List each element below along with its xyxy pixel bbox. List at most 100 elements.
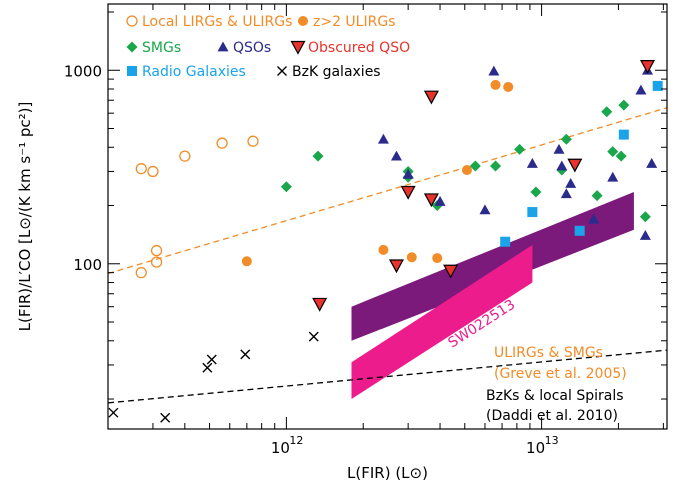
plot-frame bbox=[107, 3, 668, 430]
point-qsos bbox=[488, 65, 500, 76]
point-local-lirgs-ulirgs bbox=[247, 135, 259, 147]
point-qsos bbox=[556, 160, 568, 171]
point-local-lirgs-ulirgs bbox=[150, 256, 163, 268]
point-bzk-galaxies bbox=[240, 349, 251, 360]
point-local-lirgs-ulirgs bbox=[179, 150, 191, 162]
y-tick-label: 1000 bbox=[64, 62, 102, 80]
point-obscured-qso bbox=[388, 259, 404, 274]
fit-line-bzks-local-spirals-fit bbox=[107, 349, 668, 404]
point-obscured-qso bbox=[443, 264, 459, 279]
point-qsos bbox=[434, 195, 446, 206]
point-bzk-galaxies bbox=[108, 407, 119, 418]
y-axis-label: L(FIR)/L′CO [L⊙/(K km s⁻¹ pc²)] bbox=[16, 102, 34, 332]
annotations: ULIRGs & SMGs (Greve et al. 2005) BzKs & l… bbox=[486, 345, 627, 424]
point-bzk-galaxies bbox=[308, 331, 319, 342]
point-smgs bbox=[618, 99, 630, 111]
point-smgs bbox=[591, 190, 603, 202]
point-radio-galaxies bbox=[527, 207, 538, 218]
x-tick-label: 10 bbox=[526, 439, 545, 457]
point-qsos bbox=[607, 171, 619, 182]
point-obscured-qso bbox=[639, 60, 656, 74]
point-z-2-ulirgs bbox=[378, 244, 389, 255]
legend-marker-obscured-qso bbox=[290, 40, 306, 55]
legend-marker-z-2-ulirgs bbox=[298, 16, 308, 26]
point-z-2-ulirgs bbox=[461, 165, 472, 176]
point-qsos bbox=[635, 84, 647, 95]
point-qsos bbox=[646, 157, 658, 168]
point-qsos bbox=[526, 157, 538, 168]
point-smgs bbox=[490, 160, 502, 172]
band-sw022513 bbox=[351, 245, 533, 399]
point-smgs bbox=[312, 150, 324, 162]
point-bzk-galaxies bbox=[202, 362, 213, 373]
point-obscured-qso bbox=[423, 90, 439, 105]
point-qsos bbox=[588, 213, 600, 224]
point-qsos bbox=[377, 133, 389, 144]
legend-marker-smgs bbox=[126, 41, 138, 53]
x-tick-label-exponent: 13 bbox=[545, 434, 559, 447]
point-local-lirgs-ulirgs bbox=[216, 137, 228, 149]
legend-label-bzk-galaxies: BzK galaxies bbox=[292, 64, 381, 80]
point-z-2-ulirgs bbox=[406, 252, 417, 263]
point-qsos bbox=[553, 143, 565, 154]
x-tick-label-exponent: 12 bbox=[289, 434, 303, 447]
point-radio-galaxies bbox=[652, 80, 663, 91]
point-smgs bbox=[601, 106, 613, 118]
point-obscured-qso bbox=[423, 193, 439, 208]
legend-label-obscured-qso: Obscured QSO bbox=[308, 40, 410, 56]
annotation-daddi-line: BzKs & local Spirals bbox=[486, 388, 624, 404]
legend-marker-local-lirgs-ulirgs bbox=[126, 15, 138, 27]
point-bzk-galaxies bbox=[160, 412, 171, 423]
point-radio-galaxies bbox=[618, 129, 629, 140]
annotation-daddi-line: (Daddi et al. 2010) bbox=[486, 408, 618, 424]
y-tick-label: 100 bbox=[73, 256, 102, 274]
fit-line-ulirgs-smgs-fit bbox=[107, 107, 668, 275]
point-qsos bbox=[639, 229, 651, 240]
fit-lines bbox=[107, 107, 668, 404]
legend-label-z-2-ulirgs: z>2 ULIRGs bbox=[313, 14, 395, 30]
band-sw022550 bbox=[351, 192, 634, 341]
point-qsos bbox=[390, 150, 402, 161]
legend-label-radio-galaxies: Radio Galaxies bbox=[142, 64, 246, 80]
point-qsos bbox=[479, 204, 491, 215]
point-smgs bbox=[615, 150, 627, 162]
point-local-lirgs-ulirgs bbox=[135, 266, 147, 279]
point-local-lirgs-ulirgs bbox=[150, 244, 163, 257]
point-radio-galaxies bbox=[574, 225, 585, 236]
point-obscured-qso bbox=[312, 297, 328, 312]
point-z-2-ulirgs bbox=[490, 79, 501, 90]
legend: Local LIRGs & ULIRGs z>2 ULIRGs SMGs QSOs Ob… bbox=[126, 14, 410, 80]
legend-label-smgs: SMGs bbox=[142, 40, 181, 56]
point-obscured-qso bbox=[567, 158, 583, 173]
annotation-greve-line: ULIRGs & SMGs bbox=[494, 345, 603, 361]
point-radio-galaxies bbox=[500, 236, 511, 247]
point-bzk-galaxies bbox=[206, 354, 217, 365]
point-local-lirgs-ulirgs bbox=[147, 165, 159, 178]
legend-marker-qsos bbox=[217, 41, 229, 52]
point-local-lirgs-ulirgs bbox=[135, 163, 147, 175]
point-smgs bbox=[280, 181, 292, 193]
data-markers bbox=[108, 60, 663, 423]
legend-marker-radio-galaxies bbox=[127, 66, 137, 76]
point-obscured-qso bbox=[400, 185, 416, 200]
point-smgs bbox=[607, 146, 619, 158]
x-axis-label: L(FIR) (L⊙) bbox=[347, 464, 428, 482]
point-smgs bbox=[530, 186, 542, 198]
x-tick-label: 10 bbox=[271, 439, 290, 457]
point-smgs bbox=[639, 211, 651, 223]
point-z-2-ulirgs bbox=[241, 256, 252, 267]
point-smgs bbox=[469, 160, 481, 172]
annotation-greve-line: (Greve et al. 2005) bbox=[494, 366, 627, 382]
point-qsos bbox=[560, 188, 572, 199]
point-qsos bbox=[565, 177, 577, 188]
point-z-2-ulirgs bbox=[503, 81, 514, 92]
point-smgs bbox=[514, 143, 526, 155]
point-z-2-ulirgs bbox=[432, 253, 443, 264]
point-qsos bbox=[402, 168, 414, 179]
legend-label-local-lirgs-ulirgs: Local LIRGs & ULIRGs bbox=[142, 14, 292, 30]
legend-label-qsos: QSOs bbox=[233, 40, 271, 56]
legend-marker-bzk-galaxies bbox=[277, 66, 287, 76]
